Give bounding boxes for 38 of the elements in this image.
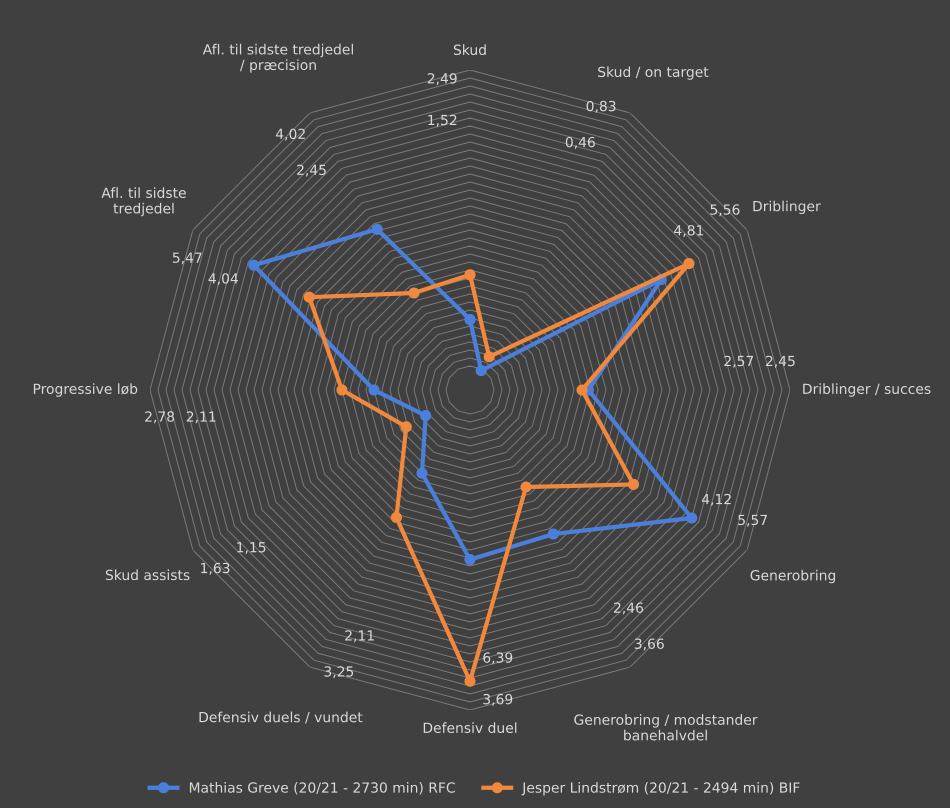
spoke-label: Defensiv duels / vundet bbox=[200, 712, 362, 724]
text: 2,78 bbox=[145, 411, 174, 424]
text: 4,12 bbox=[702, 494, 731, 506]
spoke-label: Skud assists bbox=[106, 569, 190, 580]
text: 3,66 bbox=[634, 638, 664, 650]
text: 0,83 bbox=[586, 100, 616, 113]
text: 2,45 bbox=[766, 356, 795, 368]
text: 2,11 bbox=[345, 630, 374, 642]
text: 2,46 bbox=[614, 602, 644, 614]
spoke-label: Afl. til sidste tredjedel bbox=[101, 187, 186, 216]
text: 1,52 bbox=[428, 114, 456, 127]
legend-label: Mathias Greve (20/21 - 2730 min) RFC bbox=[190, 782, 455, 794]
text: 2,57 bbox=[724, 356, 754, 368]
text: 5,47 bbox=[172, 252, 202, 264]
spoke-label: Progressive løb bbox=[34, 383, 138, 397]
spoke-label: Driblinger bbox=[753, 200, 821, 214]
spoke-label: Afl. til sidste tredjedel / præcision bbox=[202, 44, 353, 73]
spoke-label: Skud / on target bbox=[598, 66, 708, 80]
text: 3,25 bbox=[324, 666, 354, 678]
text: 4,04 bbox=[208, 273, 238, 286]
spoke-label: Generobring / modstander banehalvdel bbox=[574, 714, 758, 740]
text: 4,02 bbox=[276, 128, 305, 141]
spoke-label: Defensiv duel bbox=[424, 722, 516, 734]
text: 2,45 bbox=[297, 164, 326, 177]
text: 5,57 bbox=[738, 514, 767, 527]
text: 3,69 bbox=[483, 694, 512, 706]
text: 2,49 bbox=[428, 73, 457, 86]
text: 0,46 bbox=[566, 136, 595, 149]
spoke-label: Driblinger / succes bbox=[803, 383, 930, 397]
text: 5,56 bbox=[710, 204, 740, 216]
spoke-label: Generobring bbox=[750, 570, 836, 584]
spoke-label: Skud bbox=[454, 44, 486, 56]
text: 1,63 bbox=[201, 562, 230, 575]
legend-label: Jesper Lindstrøm (20/21 - 2494 min) BIF bbox=[522, 782, 800, 796]
text: 2,11 bbox=[186, 411, 216, 424]
text: 4,81 bbox=[674, 225, 704, 237]
text: 1,15 bbox=[237, 542, 266, 554]
text: 6,39 bbox=[483, 652, 512, 664]
